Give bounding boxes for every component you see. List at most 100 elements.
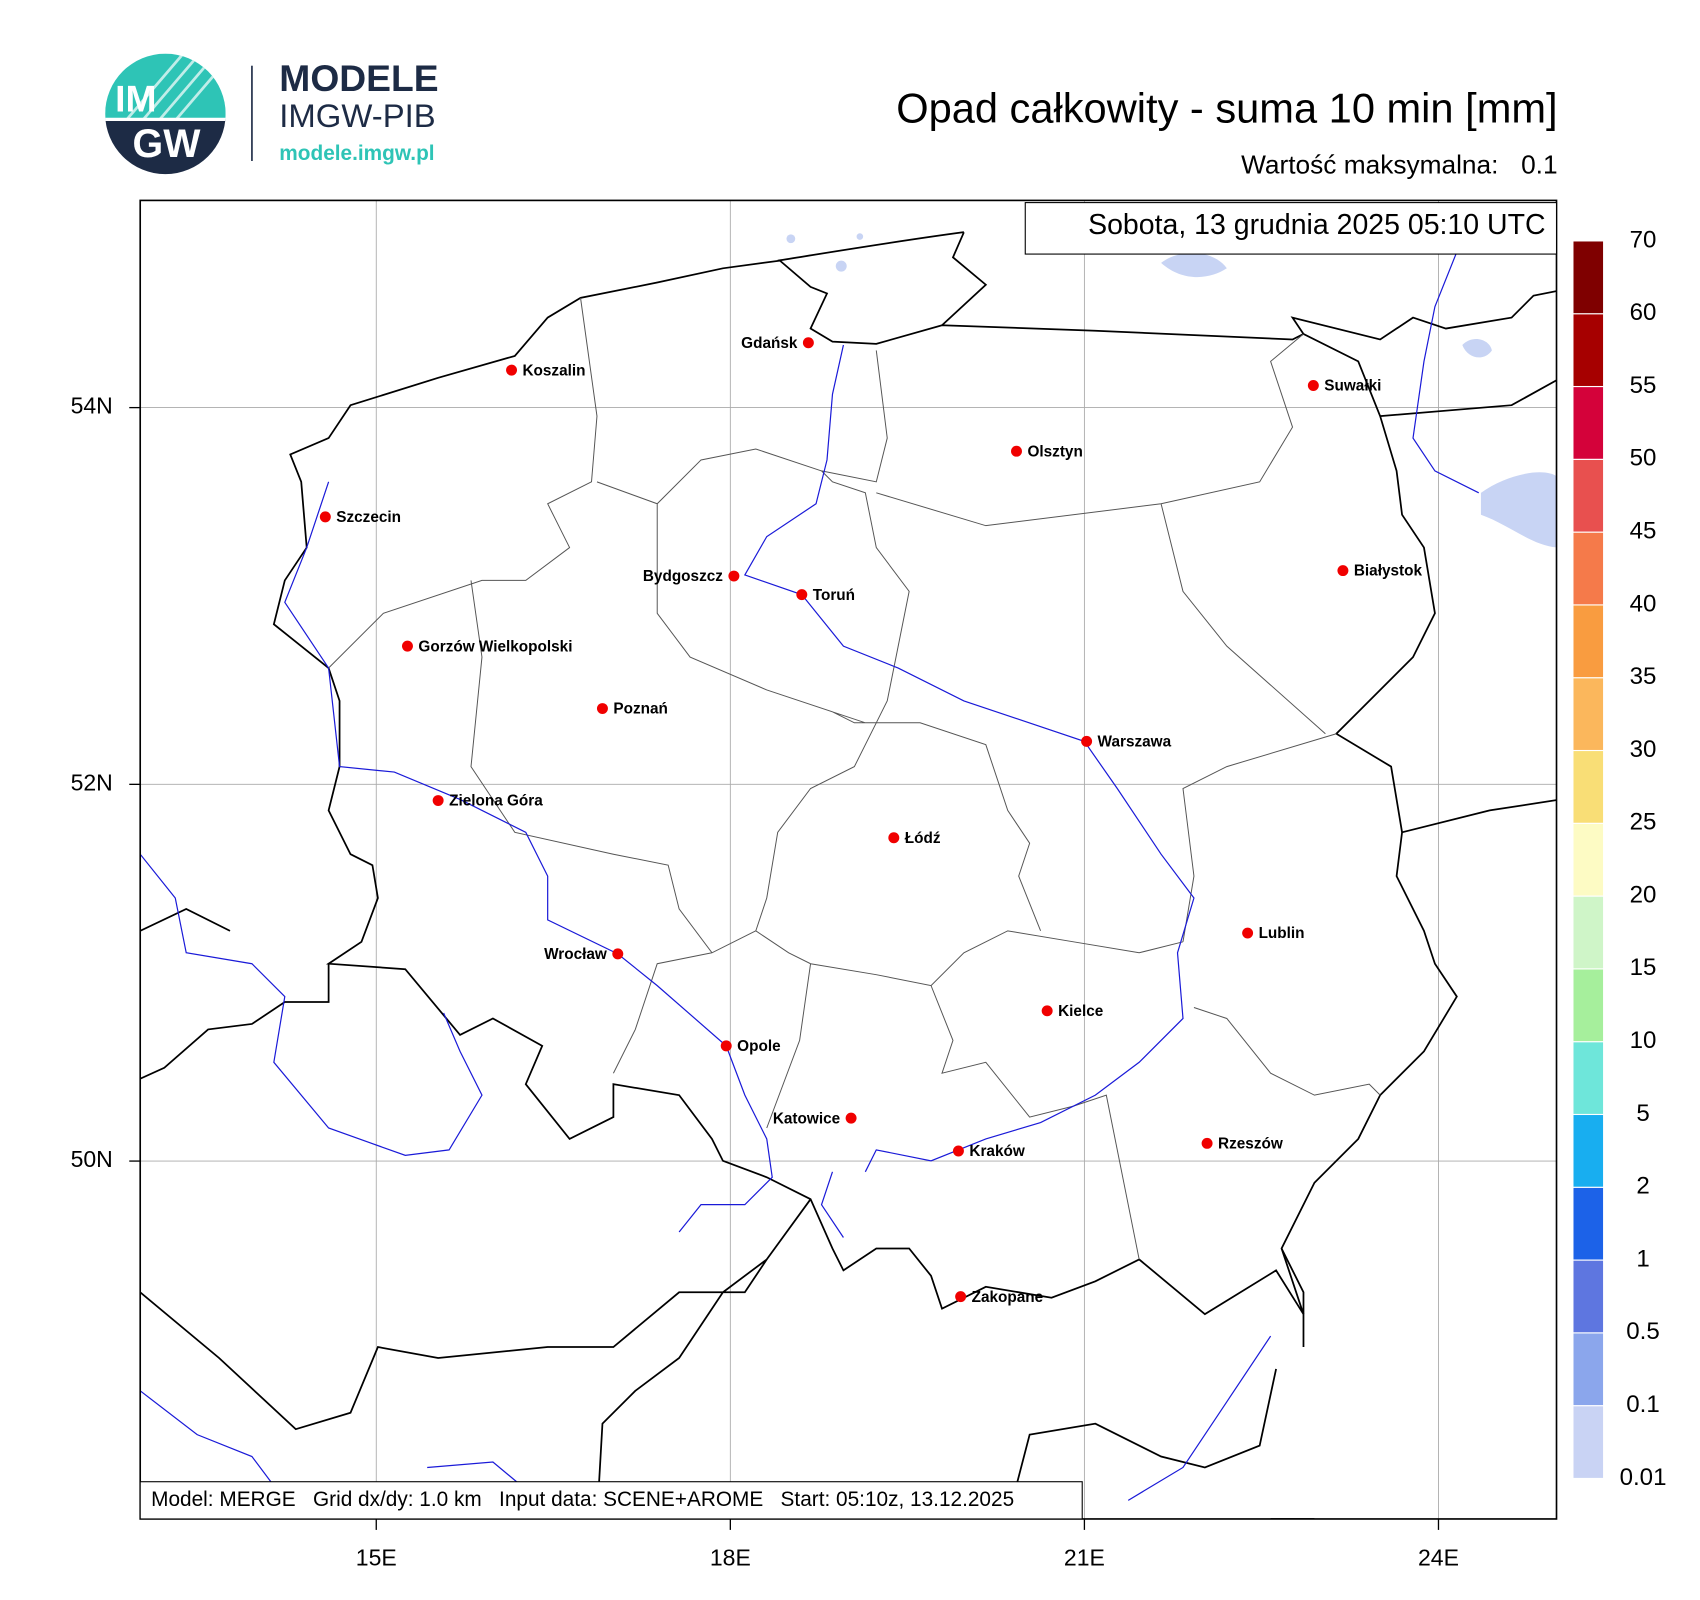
city-marker [401,640,413,652]
colorbar-label: 55 [1630,372,1657,399]
city-marker [720,1040,732,1052]
city-label: Białystok [1354,563,1423,580]
logo-url: modele.imgw.pl [279,142,434,165]
city-marker [845,1112,857,1124]
city-marker [506,364,518,376]
city-marker [1201,1137,1213,1149]
city-label: Wrocław [544,946,607,963]
x-tick-label: 21E [1064,1545,1105,1571]
colorbar-box [1572,1332,1605,1407]
city-marker [319,511,331,523]
colorbar-label: 40 [1630,590,1657,617]
city-marker [1011,445,1022,457]
colorbar-label: 0.01 [1620,1464,1667,1491]
map: Gdańsk Koszalin Suwałki Olsztyn Szczecin Biał… [140,200,1557,1519]
city-label: Warszawa [1098,734,1172,751]
colorbar-label: 5 [1636,1100,1649,1127]
colorbar-box [1572,895,1605,970]
region-border [328,297,1381,1260]
colorbar-box [1572,1186,1605,1261]
city-marker [1337,565,1349,577]
colorbar-label: 35 [1630,663,1657,690]
city-marker [612,948,624,960]
colorbar-label: 20 [1630,881,1657,908]
city-label: Gdańsk [741,335,798,352]
city-label: Gorzów Wielkopolski [418,638,572,655]
x-tick-label: 24E [1418,1545,1459,1571]
colorbar-box [1572,677,1605,752]
city-label: Suwałki [1324,378,1381,395]
city-label: Kraków [969,1143,1024,1160]
y-tick-label: 50N [71,1146,113,1172]
footer-box [139,1481,1083,1520]
colorbar-label: 70 [1630,226,1657,253]
city-label: Zielona Góra [449,793,543,810]
city-marker [728,570,740,582]
colorbar-box [1572,968,1605,1043]
city-marker [802,337,814,349]
y-tick-label: 54N [71,393,113,419]
colorbar-box [1572,385,1605,460]
colorbar-box [1572,531,1605,606]
city-label: Koszalin [522,362,585,379]
city-marker [596,703,608,715]
logo-org: IMGW-PIB [279,97,435,134]
x-tick-label: 15E [356,1545,397,1571]
city-label: Zakopane [972,1289,1044,1306]
colorbar-box [1572,313,1605,388]
map-frame [139,199,1558,1520]
colorbar-box [1572,1041,1605,1116]
title: Opad całkowity - suma 10 min [mm] [896,85,1557,132]
city-marker [796,589,808,601]
city-label: Rzeszów [1218,1135,1283,1152]
lakes [786,233,1557,548]
y-tick-label: 52N [71,769,113,795]
city-label: Lublin [1259,925,1305,942]
colorbar-label: 15 [1630,954,1657,981]
city-label: Szczecin [336,509,401,526]
timestamp-box [1024,202,1558,255]
city-label: Bydgoszcz [643,568,723,585]
city-marker [1041,1005,1053,1017]
colorbar-label: 0.1 [1626,1391,1659,1418]
footer: Model: MERGE Grid dx/dy: 1.0 km Input da… [151,1488,1014,1511]
city-label: Poznań [613,701,668,718]
colorbar-label: 0.5 [1626,1318,1659,1345]
colorbar-label: 1 [1636,1245,1649,1272]
city-marker [888,832,900,844]
colorbar-label: 45 [1630,517,1657,544]
city-label: Toruń [813,587,855,604]
city-marker [952,1145,964,1157]
city-label: Łódź [905,830,941,847]
city-marker [1081,735,1093,747]
timestamp: Sobota, 13 grudnia 2025 05:10 UTC [1088,209,1545,241]
city-label: Opole [737,1038,780,1055]
river [140,251,1480,1501]
city-label: Kielce [1058,1003,1103,1020]
colorbar-box [1572,822,1605,897]
colorbar-box [1572,458,1605,533]
logo: IM GW MODELE IMGW-PIB modele.imgw.pl [105,53,439,175]
colorbar-box [1572,1113,1605,1188]
colorbar-box [1572,1405,1605,1479]
city-marker [432,795,444,807]
logo-text: GW [133,122,202,166]
city-marker [1242,927,1254,939]
city-marker [1307,380,1319,391]
colorbar-box [1572,1259,1605,1334]
max-value: 0.1 [1521,149,1558,179]
x-tick-label: 18E [710,1545,751,1571]
poland-border [272,259,1458,1316]
colorbar-label: 30 [1630,736,1657,763]
country-border [140,231,1557,1519]
colorbar-box [1572,749,1605,824]
colorbar-label: 10 [1630,1027,1657,1054]
logo-text: IM [115,78,156,120]
city-marker [955,1291,967,1303]
city-label: Katowice [773,1110,840,1127]
colorbar-box [1572,240,1605,315]
logo-name: MODELE [279,57,438,99]
colorbar-label: 60 [1630,299,1657,326]
